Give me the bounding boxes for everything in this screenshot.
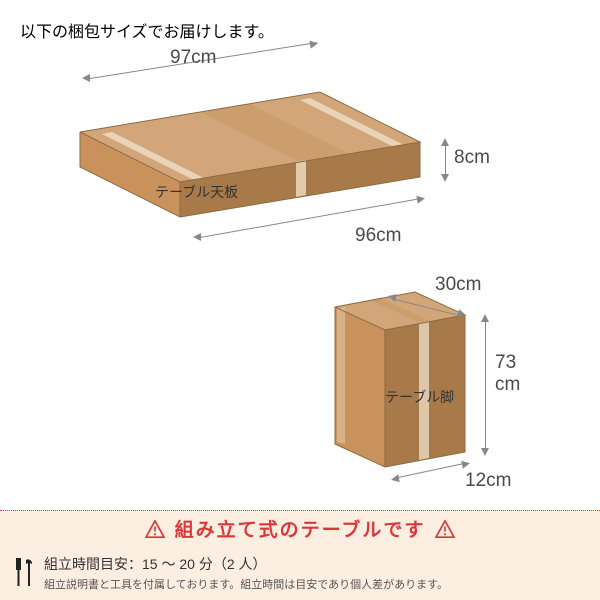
- warning-icon: [435, 520, 455, 538]
- box1-height: 8cm: [454, 147, 490, 169]
- warning-icon: [145, 520, 165, 538]
- box2-shape: [315, 277, 495, 487]
- warning-text: 組み立て式のテーブルです: [175, 515, 426, 542]
- box2-height-num: 73: [495, 352, 516, 374]
- box2-label: テーブル脚: [385, 387, 454, 407]
- header-text: 以下の梱包サイズでお届けします。: [0, 0, 600, 42]
- box2-width: 30cm: [435, 274, 481, 296]
- assembly-time: 組立時間目安：15 ～ 20 分（2 人）: [44, 554, 448, 574]
- footer: 組み立て式のテーブルです 組立時間目安：15 ～ 20 分（2 人） 組立説明書…: [0, 510, 600, 600]
- box2-depth: 12cm: [465, 470, 511, 492]
- assembly-note: 組立説明書と工具を付属しております。組立時間は目安であり個人差があります。: [44, 576, 448, 592]
- tools-icon: [14, 556, 34, 590]
- box1-label: テーブル天板: [155, 182, 238, 202]
- assembly-info: 組立時間目安：15 ～ 20 分（2 人） 組立説明書と工具を付属しております。…: [0, 546, 600, 600]
- packaging-diagram: 97cm 8cm 96cm テーブル天板 30cm 73 cm 12cm: [0, 42, 600, 507]
- warning-banner: 組み立て式のテーブルです: [0, 510, 600, 546]
- box2-height-unit: cm: [495, 374, 520, 396]
- box1-depth: 96cm: [355, 225, 401, 247]
- box1-width: 97cm: [170, 47, 216, 69]
